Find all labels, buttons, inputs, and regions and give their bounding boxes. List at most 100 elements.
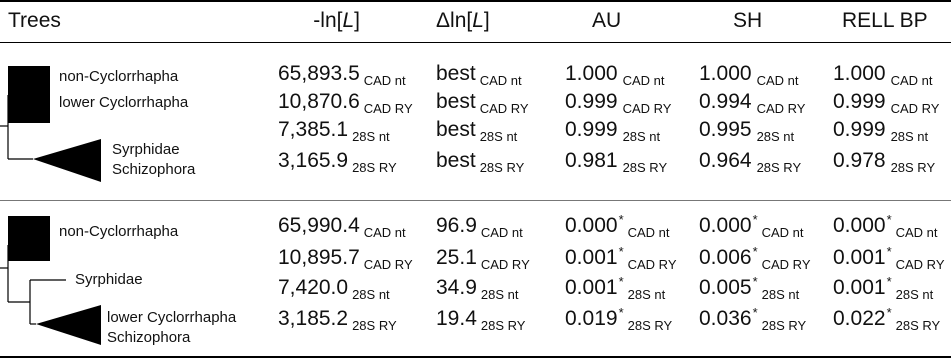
- significance-star: *: [618, 244, 624, 259]
- block2-row-4-dlnl-cell: 19.4 28S RY: [436, 305, 525, 335]
- significance-star: *: [618, 212, 624, 227]
- rell-value: 0.999: [833, 90, 886, 113]
- au-value: 0.981: [565, 149, 618, 172]
- block2-row-1-sh-cell: 0.000*CAD nt: [699, 212, 804, 242]
- block2-row-2-rell-cell: 0.001*CAD RY: [833, 244, 945, 274]
- block2-row-3-au-cell: 0.001*28S nt: [565, 274, 665, 304]
- au-value: 0.999: [565, 90, 618, 113]
- block1-row-1-au-cell: 1.000 CAD nt: [565, 60, 664, 90]
- tree-1-label-schizophora: Schizophora: [112, 161, 196, 178]
- block1-row-3-au-cell: 0.999 28S nt: [565, 116, 660, 146]
- block2-row-4-rell-cell: 0.022*28S RY: [833, 305, 940, 335]
- dataset-subscript: CAD RY: [479, 101, 529, 116]
- block1-row-1-sh-cell: 1.000 CAD nt: [699, 60, 798, 90]
- dataset-subscript: CAD RY: [627, 257, 677, 272]
- dataset-subscript: 28S RY: [761, 318, 807, 333]
- tree-1-diagram: [0, 66, 101, 182]
- lnl-value: 65,893.5: [278, 62, 360, 85]
- dataset-subscript: 28S nt: [352, 129, 390, 144]
- dataset-subscript: 28S nt: [890, 129, 929, 144]
- significance-star: *: [886, 212, 892, 227]
- dataset-subscript: 28S nt: [622, 129, 661, 144]
- significance-star: *: [618, 274, 624, 289]
- tree-2-label-syrphidae: Syrphidae: [75, 271, 143, 288]
- dataset-subscript: CAD RY: [756, 101, 806, 116]
- bottom-rule: [0, 356, 951, 358]
- significance-star: *: [752, 274, 758, 289]
- dataset-subscript: 28S RY: [480, 318, 526, 333]
- dataset-subscript: CAD nt: [480, 225, 523, 240]
- header-lnl: -ln[L]: [313, 9, 360, 32]
- dataset-subscript: CAD RY: [363, 101, 413, 116]
- dataset-subscript: 28S nt: [627, 287, 666, 302]
- significance-star: *: [886, 274, 892, 289]
- dlnl-value: 34.9: [436, 276, 477, 299]
- au-value: 0.000: [565, 214, 618, 237]
- block2-row-3-rell-cell: 0.001*28S nt: [833, 274, 933, 304]
- tree-2-label-non-cyclorrhapha: non-Cyclorrhapha: [59, 223, 179, 240]
- au-value: 0.019: [565, 307, 618, 330]
- tree-2-label-schizophora: Schizophora: [107, 329, 191, 346]
- au-value: 0.001: [565, 246, 618, 269]
- block1-row-4-sh-cell: 0.964 28S RY: [699, 147, 801, 177]
- block1-row-3-rell-cell: 0.999 28S nt: [833, 116, 928, 146]
- block1-row-2-rell-cell: 0.999 CAD RY: [833, 88, 939, 118]
- dataset-subscript: 28S RY: [352, 318, 397, 333]
- dataset-subscript: 28S RY: [479, 160, 525, 175]
- significance-star: *: [618, 305, 624, 320]
- lnl-value: 7,420.0: [278, 276, 349, 299]
- block1-row-4-lnl-cell: 3,165.9 28S RY: [278, 147, 397, 177]
- block2-row-1-au-cell: 0.000*CAD nt: [565, 212, 670, 242]
- header-dlnl: Δln[L]: [436, 9, 490, 32]
- sh-value: 1.000: [699, 62, 752, 85]
- block1-row-3-sh-cell: 0.995 28S nt: [699, 116, 794, 146]
- significance-star: *: [886, 305, 892, 320]
- block1-row-3-lnl-cell: 7,385.1 28S nt: [278, 116, 390, 146]
- block1-row-2-au-cell: 0.999 CAD RY: [565, 88, 671, 118]
- dataset-subscript: 28S nt: [756, 129, 795, 144]
- block1-row-3-dlnl-cell: best 28S nt: [436, 116, 517, 146]
- tree-1-label-syrphidae: Syrphidae: [112, 141, 180, 158]
- tree-2-clade-block: [8, 216, 50, 261]
- block1-row-1-lnl-cell: 65,893.5 CAD nt: [278, 60, 406, 90]
- rell-value: 0.022: [833, 307, 886, 330]
- header-sh: SH: [733, 9, 763, 32]
- block2-row-1-rell-cell: 0.000*CAD nt: [833, 212, 938, 242]
- block2-row-3-sh-cell: 0.005*28S nt: [699, 274, 799, 304]
- dataset-subscript: 28S nt: [352, 287, 390, 302]
- dlnl-value: 19.4: [436, 307, 477, 330]
- block2-row-2-au-cell: 0.001*CAD RY: [565, 244, 677, 274]
- au-value: 1.000: [565, 62, 618, 85]
- dataset-subscript: CAD RY: [622, 101, 672, 116]
- significance-star: *: [752, 244, 758, 259]
- block2-row-4-lnl-cell: 3,185.2 28S RY: [278, 305, 397, 335]
- dataset-subscript: 28S RY: [352, 160, 397, 175]
- tree-1-clade-block: [8, 66, 50, 123]
- rell-value: 0.978: [833, 149, 886, 172]
- dataset-subscript: CAD RY: [363, 257, 413, 272]
- lnl-value: 10,870.6: [278, 90, 360, 113]
- dataset-subscript: CAD nt: [895, 225, 938, 240]
- rell-value: 1.000: [833, 62, 886, 85]
- block2-row-3-dlnl-cell: 34.9 28S nt: [436, 274, 518, 304]
- dlnl-value: 96.9: [436, 214, 477, 237]
- dataset-subscript: 28S RY: [756, 160, 802, 175]
- dataset-subscript: CAD RY: [895, 257, 945, 272]
- tree-1-label-non-cyclorrhapha: non-Cyclorrhapha: [59, 68, 179, 85]
- block2-row-1-lnl-cell: 65,990.4 CAD nt: [278, 212, 406, 242]
- dataset-subscript: CAD nt: [479, 73, 522, 88]
- header-au: AU: [592, 9, 622, 32]
- dataset-subscript: CAD nt: [756, 73, 799, 88]
- block1-row-2-lnl-cell: 10,870.6 CAD RY: [278, 88, 413, 118]
- dataset-subscript: 28S RY: [627, 318, 673, 333]
- tree-2-diagram: [0, 216, 101, 345]
- au-value: 0.001: [565, 276, 618, 299]
- block2-row-2-dlnl-cell: 25.1 CAD RY: [436, 244, 530, 274]
- tree-2-clade-wedge: [36, 305, 101, 345]
- dataset-subscript: 28S nt: [479, 129, 518, 144]
- dataset-subscript: CAD nt: [627, 225, 670, 240]
- lnl-value: 3,165.9: [278, 149, 349, 172]
- block1-row-1-rell-cell: 1.000 CAD nt: [833, 60, 932, 90]
- block2-row-4-sh-cell: 0.036*28S RY: [699, 305, 806, 335]
- block2-row-4-au-cell: 0.019*28S RY: [565, 305, 672, 335]
